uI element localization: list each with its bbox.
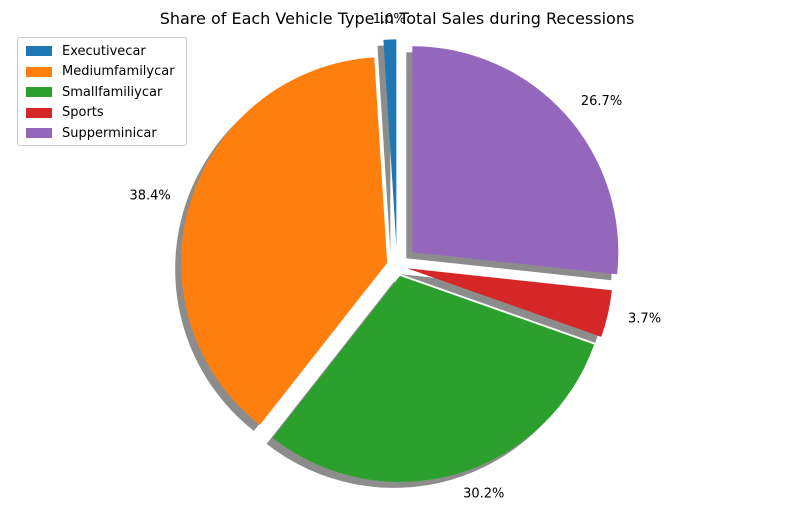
label-executivecar: 1.0% xyxy=(373,12,406,27)
legend-item-smallfamiliycar: Smallfamiliycar xyxy=(26,84,162,100)
legend-swatch xyxy=(26,107,52,118)
legend-label: Sports xyxy=(62,105,104,120)
chart-title: Share of Each Vehicle Type in Total Sale… xyxy=(160,9,635,28)
legend-swatch xyxy=(26,87,52,97)
legend-label: Smallfamiliycar xyxy=(62,84,163,100)
slice-smallfamiliycar xyxy=(272,275,595,482)
label-mediumfamilycar: 38.4% xyxy=(129,189,170,204)
legend-swatch xyxy=(26,128,52,138)
slice-supperminicar xyxy=(412,46,619,275)
label-supperminicar: 26.7% xyxy=(581,94,622,109)
label-sports: 3.7% xyxy=(628,311,661,326)
label-smallfamiliycar: 30.2% xyxy=(463,486,504,501)
legend-label: Supperminicar xyxy=(62,125,157,141)
legend-label: Mediumfamilycar xyxy=(62,64,175,79)
slice-executivecar xyxy=(383,39,397,246)
slice-labels: 1.0% 38.4% 30.2% 3.7% 26.7% xyxy=(129,12,661,502)
pie-slices xyxy=(181,39,619,482)
legend: Executivecar Mediumfamilycar Smallfamiliyc… xyxy=(17,37,187,146)
legend-label: Executivecar xyxy=(62,43,146,59)
slice-mediumfamilycar xyxy=(181,57,388,425)
slice-sports xyxy=(407,268,612,337)
legend-swatch xyxy=(26,46,52,56)
legend-swatch xyxy=(26,66,52,77)
legend-item-sports: Sports xyxy=(26,105,104,121)
legend-item-supperminicar: Supperminicar xyxy=(26,125,157,141)
legend-item-executivecar: Executivecar xyxy=(26,43,146,59)
legend-item-mediumfamilycar: Mediumfamilycar xyxy=(26,64,175,80)
